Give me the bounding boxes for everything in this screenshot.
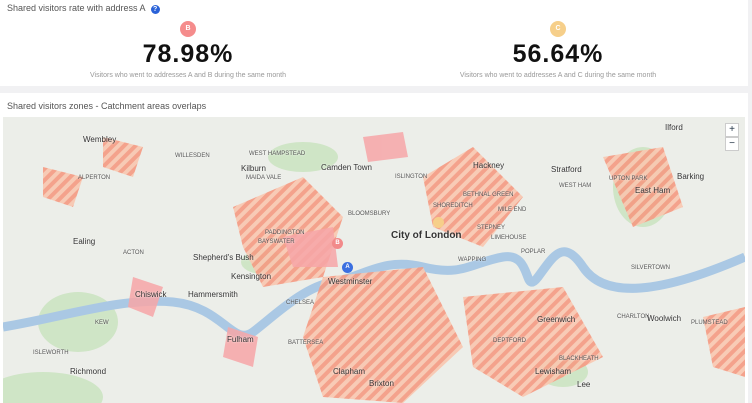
map-label: MAIDA VALE	[246, 175, 282, 181]
zoom-in[interactable]: +	[725, 123, 739, 137]
map-title: Shared visitors zones - Catchment areas …	[7, 101, 207, 111]
stat-b: B 78.98% Visitors who went to addresses …	[38, 17, 338, 79]
map-label: BATTERSEA	[288, 340, 324, 346]
title-text: Shared visitors rate with address A	[7, 3, 146, 13]
map-label: Ilford	[665, 123, 683, 132]
map-label: Brixton	[369, 379, 394, 388]
map-label: Kensington	[231, 272, 272, 281]
map-label: Lewisham	[535, 367, 572, 376]
stats-title: Shared visitors rate with address A?	[7, 3, 160, 14]
map-label: East Ham	[635, 186, 671, 195]
map-label: CHELSEA	[286, 300, 315, 306]
map-label: Clapham	[333, 367, 366, 376]
stat-c: C 56.64% Visitors who went to addresses …	[408, 17, 708, 79]
stats-card: Shared visitors rate with address A? B 7…	[0, 0, 748, 86]
map-label: Kilburn	[241, 164, 266, 173]
badge: B	[180, 21, 196, 37]
map-label: WEST HAM	[559, 183, 592, 189]
map-label: Hammersmith	[188, 290, 238, 299]
map-label: ACTON	[123, 250, 144, 256]
map-label: BETHNAL GREEN	[463, 192, 514, 198]
map-label: Barking	[677, 172, 705, 181]
map-label: DEPTFORD	[493, 338, 526, 344]
map-label: ISLINGTON	[395, 174, 428, 180]
map-label: City of London	[391, 230, 462, 241]
stat-caption: Visitors who went to addresses A and B d…	[90, 72, 286, 79]
map-label: KEW	[95, 320, 109, 326]
map-label: Fulham	[227, 335, 254, 344]
map-label: Camden Town	[321, 163, 372, 172]
marker[interactable]: B	[332, 238, 343, 249]
map-label: PADDINGTON	[265, 230, 305, 236]
map-label: BLOOMSBURY	[348, 211, 391, 217]
marker[interactable]: A	[342, 262, 353, 273]
map-base	[3, 117, 745, 403]
map-label: Lee	[577, 380, 591, 389]
map-label: Ealing	[73, 237, 96, 246]
badge: C	[550, 21, 566, 37]
map-label: CHARLTON	[617, 314, 650, 320]
map-label: MILE END	[498, 207, 527, 213]
map-label: SHOREDITCH	[433, 203, 473, 209]
map-label: WAPPING	[458, 257, 487, 263]
map-label: ALPERTON	[78, 175, 111, 181]
map-label: Richmond	[70, 367, 107, 376]
map-label: WILLESDEN	[175, 153, 210, 159]
stat-value: 78.98%	[142, 40, 234, 68]
map-label: Greenwich	[537, 315, 576, 324]
map-label: POPLAR	[521, 249, 546, 255]
map-label: Wembley	[83, 135, 117, 144]
map-label: WEST HAMPSTEAD	[249, 151, 306, 157]
map-label: Stratford	[551, 165, 582, 174]
map-label: ISLEWORTH	[33, 350, 69, 356]
stat-caption: Visitors who went to addresses A and C d…	[459, 72, 657, 79]
map-label: Chiswick	[135, 290, 167, 299]
map-label: Westminster	[328, 277, 373, 286]
stat-value: 56.64%	[512, 40, 604, 68]
map-label: LIMEHOUSE	[491, 235, 527, 241]
marker[interactable]	[433, 217, 444, 228]
map-label: BAYSWATER	[258, 239, 295, 245]
map-label: BLACKHEATH	[559, 356, 599, 362]
map-label: UPTON PARK	[609, 176, 648, 182]
zoom-out[interactable]: −	[725, 137, 739, 151]
map[interactable]: + − A B Wembley WILLESDEN ALPERTON Kilburn W…	[3, 117, 745, 403]
map-label: Shepherd's Bush	[193, 253, 254, 262]
map-label: Hackney	[473, 161, 505, 170]
map-label: Woolwich	[647, 314, 682, 323]
map-label: SILVERTOWN	[631, 265, 671, 271]
help-icon[interactable]: ?	[150, 5, 160, 14]
map-label: STEPNEY	[477, 225, 506, 231]
map-label: PLUMSTEAD	[691, 320, 728, 326]
